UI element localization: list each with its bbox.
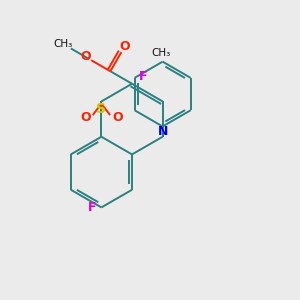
Text: O: O (112, 111, 123, 124)
Text: CH₃: CH₃ (53, 39, 73, 49)
Text: N: N (158, 125, 168, 138)
Text: O: O (80, 111, 91, 124)
Text: F: F (139, 70, 148, 83)
Text: O: O (80, 50, 91, 64)
Text: CH₃: CH₃ (152, 48, 171, 59)
Text: F: F (88, 201, 96, 214)
Text: S: S (96, 102, 106, 116)
Text: O: O (119, 40, 130, 53)
